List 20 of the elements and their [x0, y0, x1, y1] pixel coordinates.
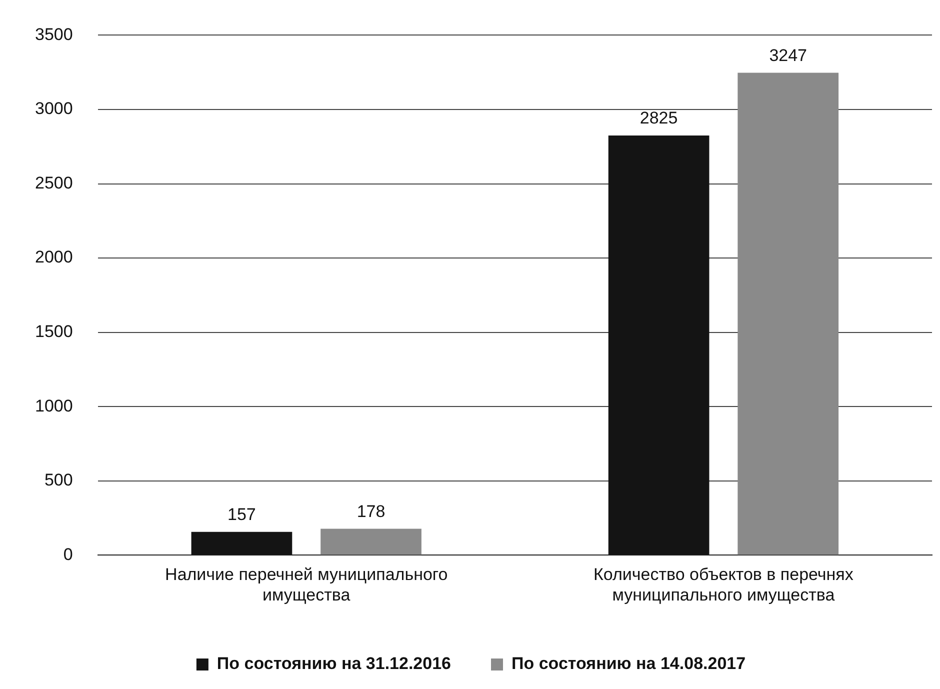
y-tick-label: 1500 [34, 322, 73, 342]
y-tick-label: 0 [63, 544, 73, 564]
bar [320, 528, 422, 555]
y-tick-label: 2500 [34, 173, 73, 192]
bar [191, 532, 292, 555]
x-tick-label: Наличие перечней муниципального имущества [165, 565, 448, 604]
data-label: 2825 [640, 108, 678, 128]
data-label: 178 [356, 502, 386, 521]
y-tick-label: 1000 [34, 396, 73, 416]
y-tick-label: 2000 [34, 248, 73, 267]
legend-label: По состоянию на 31.12.2016 [216, 654, 452, 674]
bar [608, 135, 710, 555]
data-label: 3247 [769, 46, 808, 65]
y-tick-label: 500 [44, 470, 73, 490]
bar [738, 72, 839, 555]
y-tick-label: 3500 [34, 24, 73, 44]
y-tick-label: 3000 [34, 99, 73, 118]
data-label: 157 [228, 505, 256, 524]
legend-label: По состоянию на 14.08.2017 [512, 654, 746, 674]
x-tick-label: Количество объектов в перечнях муниципального имущества [594, 565, 854, 604]
